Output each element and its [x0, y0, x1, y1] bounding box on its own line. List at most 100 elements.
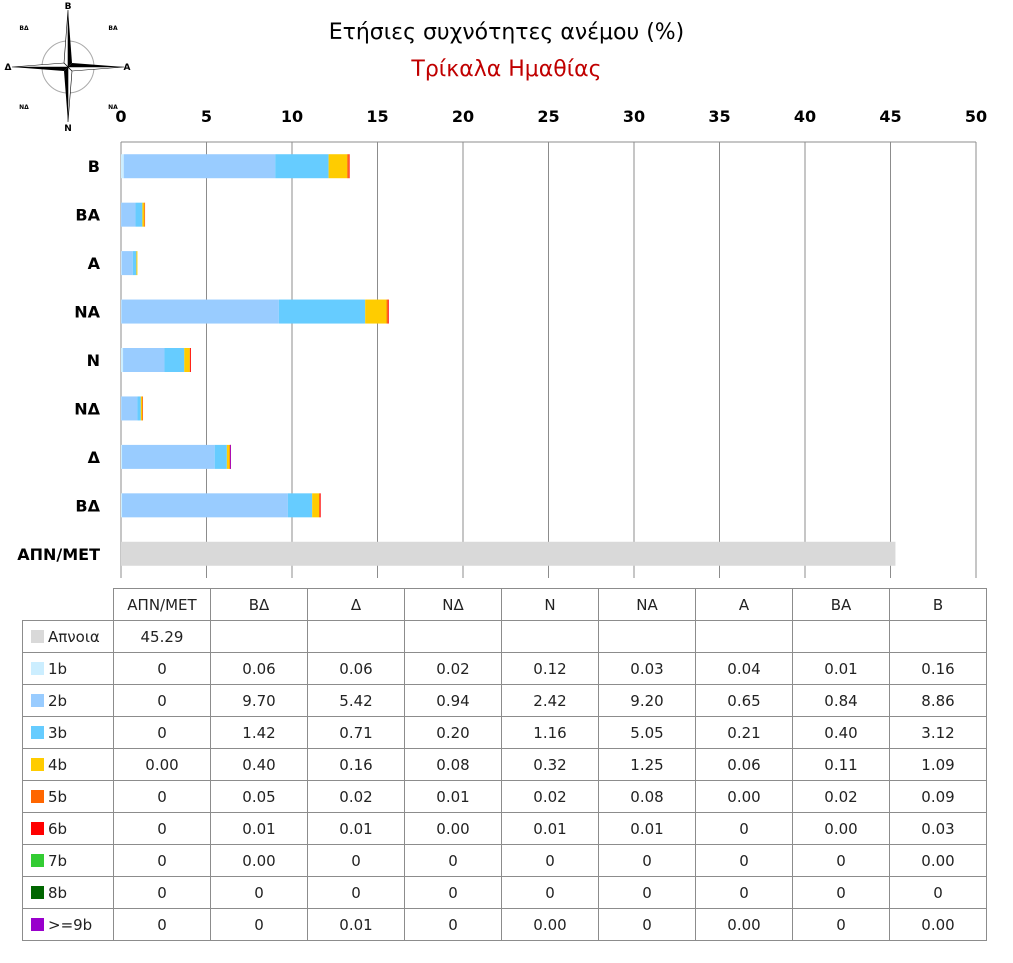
- table-cell: 0.01: [307, 812, 405, 845]
- x-tick-label: 0: [115, 107, 126, 126]
- table-cell: [404, 620, 502, 653]
- bar-segment-4b-Δ: [226, 444, 230, 469]
- compass-label-nw: ΒΔ: [19, 25, 29, 32]
- table-cell: 0: [404, 876, 502, 909]
- bar-segment-1b-Ν: [121, 348, 124, 372]
- table-cell: 45.29: [113, 620, 211, 653]
- table-header-cell: Δ: [307, 588, 405, 621]
- x-tick-label: 30: [623, 107, 645, 126]
- bar-segment-4b-ΝΑ: [365, 299, 387, 324]
- bar-segment-6b-Β: [348, 154, 350, 179]
- y-tick-label: ΝΔ: [74, 399, 100, 418]
- table-cell: 9.70: [210, 684, 308, 717]
- y-tick-label: ΒΔ: [75, 496, 100, 515]
- table-cell: 0: [501, 876, 599, 909]
- bar-segment-1b-Β: [121, 154, 124, 179]
- table-row: 5b 0 0.05 0.02 0.01 0.02 0.08 0.00 0.02 0.09: [22, 780, 987, 813]
- legend-swatch: [31, 661, 44, 675]
- table-cell: 0.02: [404, 652, 502, 685]
- x-tick-label: 40: [794, 107, 816, 126]
- table-cell: 0: [113, 780, 211, 813]
- table-cell: 0: [113, 652, 211, 685]
- legend-label: 3b: [48, 723, 68, 742]
- bar-segment-1b-Α: [121, 251, 122, 276]
- table-header-cell: Ν: [501, 588, 599, 621]
- plot-area: 0 5 10 15 20 25 30 35 40 45 50 Β ΒΑ Α ΝΑ Ν ΝΔ Δ ΒΔ ΑΠΝ/ΜΕΤ: [17, 107, 987, 578]
- table-cell: 0.94: [404, 684, 502, 717]
- table-cell: 0.01: [404, 780, 502, 813]
- x-tick-label: 15: [366, 107, 388, 126]
- table-cell: 0.00: [501, 908, 599, 941]
- bar-segment-4b-Ν: [184, 348, 190, 372]
- table-cell: 0.01: [598, 812, 696, 845]
- table-cell: 0.06: [307, 652, 405, 685]
- legend-label: 1b: [48, 659, 68, 678]
- bar-segment-4b-ΝΔ: [140, 396, 143, 421]
- bar-segment-3b-ΒΔ: [287, 493, 313, 518]
- bar-segment-1b-ΝΑ: [121, 299, 122, 324]
- table-cell: [210, 620, 308, 653]
- bar-segment-4b-ΒΔ: [312, 493, 320, 518]
- table-row: 3b 0 1.42 0.71 0.20 1.16 5.05 0.21 0.40 3.12: [22, 716, 987, 749]
- bar-segment-4b-Β: [328, 154, 348, 179]
- table-cell: 0: [695, 812, 793, 845]
- table-cell: 0.00: [889, 844, 987, 877]
- table-cell: 0.08: [598, 780, 696, 813]
- legend-swatch: [31, 725, 44, 739]
- table-header-cell: Α: [695, 588, 793, 621]
- x-tick-label: 35: [708, 107, 730, 126]
- table-cell: 1.42: [210, 716, 308, 749]
- compass-label-sw: ΝΔ: [19, 104, 29, 111]
- table-cell: 1.25: [598, 748, 696, 781]
- table-cell: 0.00: [113, 748, 211, 781]
- legend-entry: >=9b: [22, 908, 114, 941]
- x-tick-label: 25: [537, 107, 559, 126]
- table-header-cell: ΒΔ: [210, 588, 308, 621]
- table-cell: 0: [113, 684, 211, 717]
- legend-entry: 3b: [22, 716, 114, 749]
- table-cell: 0.04: [695, 652, 793, 685]
- bar-segment-5b-ΝΔ: [142, 396, 144, 421]
- legend-entry: 5b: [22, 780, 114, 813]
- bar-segment--ΑΠΝ/ΜΕΤ: [121, 541, 896, 566]
- table-cell: 0.02: [307, 780, 405, 813]
- legend-swatch: [31, 693, 44, 707]
- table-cell: 0: [889, 876, 987, 909]
- table-cell: 0.00: [210, 844, 308, 877]
- bar-segment-5b-Β: [347, 154, 349, 179]
- x-tick-label: 20: [452, 107, 474, 126]
- bar-segment-1b-Δ: [121, 444, 123, 469]
- chart-subtitle: Τρίκαλα Ημαθίας: [411, 57, 602, 82]
- legend-entry: Απνοια: [22, 620, 114, 653]
- legend-label: 6b: [48, 819, 68, 838]
- table-row: Απνοια 45.29: [22, 620, 987, 653]
- table-cell: 0.16: [889, 652, 987, 685]
- bar-segment-5b-ΒΔ: [319, 493, 320, 518]
- legend-label: 2b: [48, 691, 68, 710]
- table-cell: 0: [792, 876, 890, 909]
- bar-segment-6b-ΒΔ: [319, 493, 321, 518]
- table-cell: 0.01: [210, 812, 308, 845]
- legend-label: 7b: [48, 851, 68, 870]
- table-cell: 0.03: [598, 652, 696, 685]
- table-cell: 0.00: [695, 908, 793, 941]
- legend-label: 4b: [48, 755, 68, 774]
- table-cell: 0.01: [501, 812, 599, 845]
- table-cell: 0: [792, 908, 890, 941]
- table-cell: 0: [113, 844, 211, 877]
- table-cell: 0: [307, 844, 405, 877]
- table-cell: 0: [501, 844, 599, 877]
- table-corner: [22, 588, 114, 621]
- table-cell: 2.42: [501, 684, 599, 717]
- legend-swatch: [31, 821, 44, 835]
- table-cell: 0.02: [501, 780, 599, 813]
- table-cell: 0.84: [792, 684, 890, 717]
- table-cell: 0: [404, 908, 502, 941]
- y-tick-label: ΒΑ: [75, 206, 100, 225]
- table-cell: 0: [404, 844, 502, 877]
- table-cell: 9.20: [598, 684, 696, 717]
- table-cell: 0.00: [889, 908, 987, 941]
- bar-segment-3b-ΒΑ: [135, 202, 143, 227]
- y-tick-label: Δ: [88, 448, 101, 467]
